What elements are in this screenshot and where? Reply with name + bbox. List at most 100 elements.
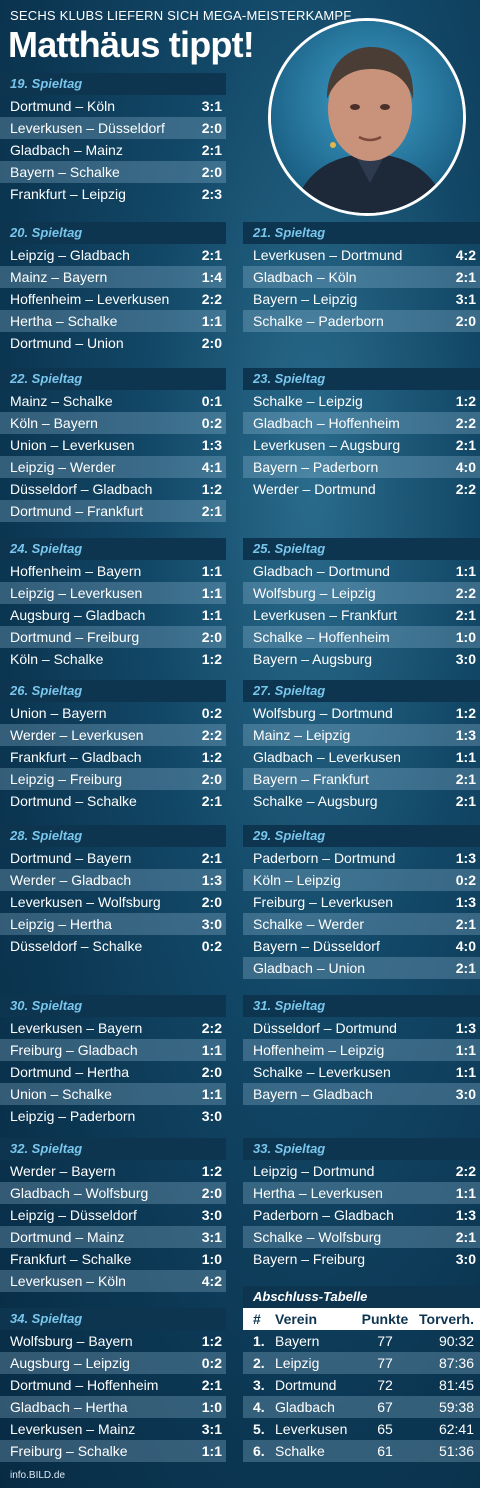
match-teams: Leipzig – Düsseldorf [10, 1207, 137, 1223]
match-row: Leipzig – Hertha 3:0 [0, 913, 226, 935]
match-teams: Gladbach – Köln [253, 269, 357, 285]
match-row: Schalke – Wolfsburg 2:1 [243, 1226, 480, 1248]
match-teams: Dortmund – Mainz [10, 1229, 125, 1245]
match-row: Gladbach – Hertha 1:0 [0, 1396, 226, 1418]
match-teams: Köln – Schalke [10, 651, 104, 667]
matchday: 22. Spieltag Mainz – Schalke 0:1 Köln – Bay… [0, 368, 226, 522]
match-score: 4:1 [201, 459, 222, 475]
final-table-title: Abschluss-Tabelle [243, 1286, 480, 1308]
match-row: Schalke – Paderborn 2:0 [243, 310, 480, 332]
match-score: 2:1 [455, 607, 476, 623]
matchday: 31. Spieltag Düsseldorf – Dortmund 1:3 Hoff… [243, 995, 480, 1105]
match-row: Paderborn – Gladbach 1:3 [243, 1204, 480, 1226]
match-teams: Hoffenheim – Bayern [10, 563, 142, 579]
match-teams: Dortmund – Hoffenheim [10, 1377, 159, 1393]
matchday: 28. Spieltag Dortmund – Bayern 2:1 Werder –… [0, 825, 226, 957]
match-score: 3:0 [201, 1108, 222, 1124]
match-score: 2:2 [201, 1020, 222, 1036]
match-row: Freiburg – Gladbach 1:1 [0, 1039, 226, 1061]
match-row: Leipzig – Freiburg 2:0 [0, 768, 226, 790]
match-score: 0:2 [201, 705, 222, 721]
match-score: 1:2 [201, 651, 222, 667]
match-teams: Hoffenheim – Leipzig [253, 1042, 385, 1058]
match-score: 3:1 [201, 1229, 222, 1245]
match-row: Düsseldorf – Gladbach 1:2 [0, 478, 226, 500]
match-score: 1:3 [455, 1020, 476, 1036]
matchday-title: 30. Spieltag [0, 995, 226, 1017]
match-row: Augsburg – Leipzig 0:2 [0, 1352, 226, 1374]
match-teams: Leverkusen – Wolfsburg [10, 894, 161, 910]
match-row: Dortmund – Freiburg 2:0 [0, 626, 226, 648]
match-row: Werder – Dortmund 2:2 [243, 478, 480, 500]
match-teams: Leverkusen – Augsburg [253, 437, 401, 453]
match-teams: Augsburg – Gladbach [10, 607, 146, 623]
match-score: 2:0 [455, 313, 476, 329]
match-teams: Schalke – Wolfsburg [253, 1229, 382, 1245]
match-score: 1:2 [201, 481, 222, 497]
match-teams: Frankfurt – Leipzig [10, 186, 126, 202]
match-teams: Hertha – Leverkusen [253, 1185, 383, 1201]
table-row: 3. Dortmund 72 81:45 [243, 1374, 480, 1396]
matchday-title: 29. Spieltag [243, 825, 480, 847]
match-row: Werder – Bayern 1:2 [0, 1160, 226, 1182]
matchday-title: 25. Spieltag [243, 538, 480, 560]
matchday-title: 19. Spieltag [0, 73, 226, 95]
match-score: 1:1 [201, 563, 222, 579]
matchday: 29. Spieltag Paderborn – Dortmund 1:3 Köln … [243, 825, 480, 979]
header-points: Punkte [361, 1311, 409, 1327]
match-score: 1:3 [201, 437, 222, 453]
match-teams: Mainz – Bayern [10, 269, 108, 285]
match-row: Leverkusen – Köln 4:2 [0, 1270, 226, 1292]
match-teams: Hertha – Schalke [10, 313, 118, 329]
match-score: 1:2 [201, 749, 222, 765]
match-teams: Frankfurt – Gladbach [10, 749, 142, 765]
matchday: 21. Spieltag Leverkusen – Dortmund 4:2 Glad… [243, 222, 480, 332]
match-score: 0:2 [201, 1355, 222, 1371]
match-row: Bayern – Frankfurt 2:1 [243, 768, 480, 790]
match-teams: Gladbach – Wolfsburg [10, 1185, 149, 1201]
match-score: 2:0 [201, 1185, 222, 1201]
match-score: 2:1 [201, 142, 222, 158]
match-score: 2:3 [201, 186, 222, 202]
match-row: Wolfsburg – Bayern 1:2 [0, 1330, 226, 1352]
table-points: 77 [377, 1355, 393, 1371]
match-teams: Schalke – Augsburg [253, 793, 378, 809]
matchday-title: 21. Spieltag [243, 222, 480, 244]
table-team: Dortmund [275, 1377, 337, 1393]
table-goals: 90:32 [438, 1333, 474, 1349]
match-score: 4:0 [455, 459, 476, 475]
header-goals: Torverh. [419, 1311, 474, 1327]
table-points: 77 [377, 1333, 393, 1349]
match-teams: Gladbach – Union [253, 960, 366, 976]
matchday: 25. Spieltag Gladbach – Dortmund 1:1 Wolfsb… [243, 538, 480, 670]
match-teams: Dortmund – Schalke [10, 793, 137, 809]
match-row: Dortmund – Mainz 3:1 [0, 1226, 226, 1248]
match-row: Leipzig – Paderborn 3:0 [0, 1105, 226, 1127]
portrait-photo [268, 18, 466, 216]
matchday: 19. Spieltag Dortmund – Köln 3:1 Leverkusen… [0, 73, 226, 205]
match-teams: Leverkusen – Dortmund [253, 247, 403, 263]
matchday-title: 28. Spieltag [0, 825, 226, 847]
match-teams: Leipzig – Hertha [10, 916, 112, 932]
match-score: 3:0 [455, 1251, 476, 1267]
matchday: 20. Spieltag Leipzig – Gladbach 2:1 Mainz –… [0, 222, 226, 354]
matchday: 32. Spieltag Werder – Bayern 1:2 Gladbach –… [0, 1138, 226, 1292]
match-teams: Köln – Leipzig [253, 872, 341, 888]
table-goals: 62:41 [438, 1421, 474, 1437]
match-score: 2:1 [201, 1377, 222, 1393]
matchday: 24. Spieltag Hoffenheim – Bayern 1:1 Leipzi… [0, 538, 226, 670]
match-row: Gladbach – Leverkusen 1:1 [243, 746, 480, 768]
match-row: Bayern – Paderborn 4:0 [243, 456, 480, 478]
match-score: 3:0 [201, 1207, 222, 1223]
match-row: Köln – Leipzig 0:2 [243, 869, 480, 891]
match-score: 1:1 [201, 1086, 222, 1102]
match-teams: Leipzig – Freiburg [10, 771, 123, 787]
match-score: 1:1 [201, 585, 222, 601]
match-teams: Dortmund – Bayern [10, 850, 132, 866]
match-score: 2:1 [455, 916, 476, 932]
match-teams: Mainz – Leipzig [253, 727, 351, 743]
match-teams: Union – Schalke [10, 1086, 112, 1102]
match-row: Hertha – Leverkusen 1:1 [243, 1182, 480, 1204]
match-score: 2:1 [455, 771, 476, 787]
match-teams: Union – Bayern [10, 705, 107, 721]
